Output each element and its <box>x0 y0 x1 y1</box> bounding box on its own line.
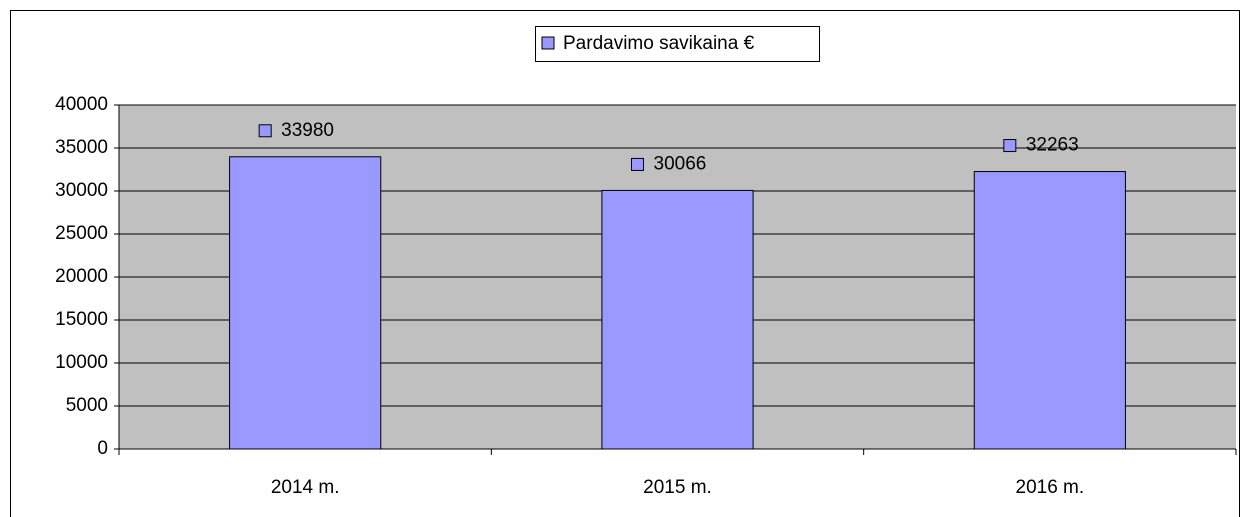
data-label-key <box>258 124 272 138</box>
data-label: 30066 <box>654 153 707 174</box>
data-label-key <box>1003 139 1017 153</box>
y-tick-label: 40000 <box>55 94 108 115</box>
y-tick-label: 5000 <box>66 395 108 416</box>
data-label-key <box>631 157 644 171</box>
x-tick-label: 2016 m. <box>1016 477 1085 498</box>
bar <box>229 156 382 450</box>
legend-key <box>541 36 555 50</box>
y-tick-label: 30000 <box>55 180 108 201</box>
data-label: 33980 <box>281 120 334 141</box>
y-tick-label: 10000 <box>55 352 108 373</box>
y-tick-label: 15000 <box>55 309 108 330</box>
y-tick-label: 25000 <box>55 223 108 244</box>
legend-label: Pardavimo savikaina € <box>563 33 755 54</box>
bar <box>973 171 1126 450</box>
x-tick-label: 2014 m. <box>271 477 340 498</box>
y-tick-label: 20000 <box>55 266 108 287</box>
y-tick-label: 0 <box>97 438 108 459</box>
bar <box>601 189 754 450</box>
data-label: 32263 <box>1026 135 1079 156</box>
x-tick-label: 2015 m. <box>643 477 712 498</box>
legend-box <box>535 26 820 62</box>
y-tick-label: 35000 <box>55 137 108 158</box>
